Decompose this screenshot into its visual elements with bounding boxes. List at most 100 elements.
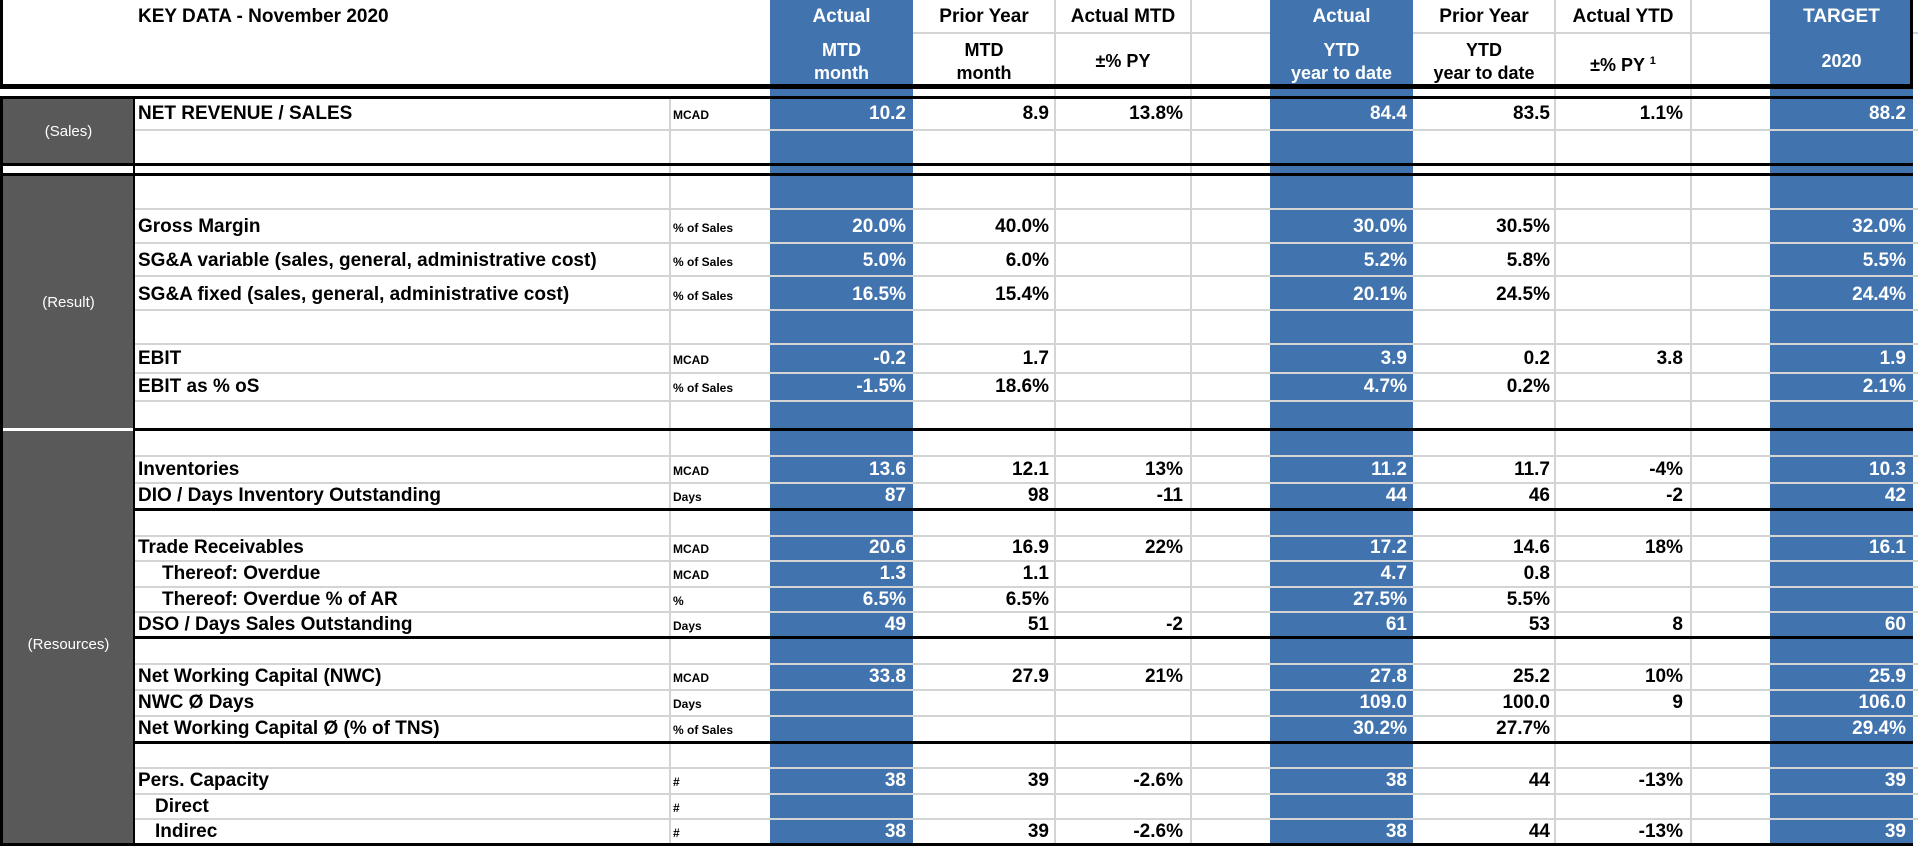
value-py-mtd: 39 xyxy=(1027,821,1049,842)
value-actual-ytd: 109.0 xyxy=(1359,692,1407,713)
header-target: TARGET 2020 xyxy=(1770,5,1913,73)
gridline xyxy=(1690,0,1692,846)
gridline xyxy=(133,275,1918,277)
row-label: NET REVENUE / SALES xyxy=(138,103,353,124)
gridline xyxy=(133,309,1918,311)
header-line: Actual MTD xyxy=(1070,6,1176,27)
gridline xyxy=(133,482,1918,484)
value-mtd-delta: 22% xyxy=(1144,537,1183,558)
value-py-mtd: 40.0% xyxy=(995,216,1049,237)
value-py-mtd: 39 xyxy=(1027,770,1049,791)
value-actual-ytd: 84.4 xyxy=(1370,103,1407,124)
table-row-nwc: Net Working Capital (NWC) MCAD 33.8 27.9… xyxy=(0,664,1918,690)
header-line: YTD xyxy=(1323,40,1360,60)
row-label: Indirec xyxy=(155,821,218,842)
value-py-mtd: 16.9 xyxy=(1012,537,1049,558)
value-py-ytd: 5.5% xyxy=(1506,589,1550,610)
table-row-direct: Direct # xyxy=(0,794,1918,820)
header-py-mtd: Prior Year MTD month xyxy=(913,5,1055,85)
actual-ytd-column xyxy=(1270,0,1413,846)
value-mtd-delta: 21% xyxy=(1144,666,1183,687)
header-line: Actual YTD xyxy=(1572,6,1674,27)
header-line: MTD xyxy=(822,40,861,60)
section-border xyxy=(0,163,1913,166)
value-target: 39 xyxy=(1884,770,1906,791)
section-resources: (Resources) xyxy=(3,431,134,843)
row-label: SG&A variable (sales, general, administr… xyxy=(138,250,597,271)
value-ytd-delta: -13% xyxy=(1638,770,1683,791)
table-row-nwc-days: NWC Ø Days Days 109.0 100.0 9 106.0 xyxy=(0,690,1918,716)
value-mtd-delta: -2.6% xyxy=(1133,821,1183,842)
value-target: 39 xyxy=(1884,821,1906,842)
header-line: ±% PY 1 xyxy=(1555,50,1691,77)
table-row-net-revenue: NET REVENUE / SALES MCAD 10.2 8.9 13.8% … xyxy=(0,101,1918,127)
gridline xyxy=(133,663,1918,665)
value-ytd-delta: 9 xyxy=(1672,692,1683,713)
gridline xyxy=(133,793,1918,795)
value-actual-ytd: 4.7% xyxy=(1363,376,1407,397)
section-border xyxy=(133,428,1913,431)
row-unit: # xyxy=(673,775,680,789)
gridline xyxy=(133,715,1918,717)
value-target: 25.9 xyxy=(1869,666,1906,687)
header-py-ytd: Prior Year YTD year to date xyxy=(1413,5,1555,85)
gridline xyxy=(133,455,1918,457)
value-py-mtd: 18.6% xyxy=(995,376,1049,397)
value-ytd-delta: -2 xyxy=(1666,485,1683,506)
value-actual-ytd: 27.8 xyxy=(1370,666,1407,687)
row-label: Thereof: Overdue xyxy=(162,563,321,584)
value-py-ytd: 0.8 xyxy=(1523,563,1550,584)
table-row-pers-capacity: Pers. Capacity # 38 39 -2.6% 38 44 -13% … xyxy=(0,768,1918,794)
footnote-marker: 1 xyxy=(1649,55,1656,67)
value-actual-mtd: 20.6 xyxy=(869,537,906,558)
gridline xyxy=(133,767,1918,769)
row-label: Inventories xyxy=(138,459,240,480)
table-row-sga-fixed: SG&A fixed (sales, general, administrati… xyxy=(0,282,1918,308)
gridline xyxy=(1913,32,1918,34)
value-actual-ytd: 38 xyxy=(1385,821,1407,842)
row-unit: % of Sales xyxy=(673,381,734,395)
value-target: 24.4% xyxy=(1852,284,1906,305)
value-actual-ytd: 44 xyxy=(1385,485,1407,506)
value-actual-ytd: 38 xyxy=(1385,770,1407,791)
table-row-indirect: Indirec # 38 39 -2.6% 38 44 -13% 39 xyxy=(0,819,1918,845)
row-unit: MCAD xyxy=(673,353,709,367)
value-ytd-delta: 10% xyxy=(1644,666,1683,687)
value-actual-mtd: -0.2 xyxy=(873,348,906,369)
value-actual-ytd: 30.0% xyxy=(1353,216,1407,237)
header-line: 2020 xyxy=(1821,51,1862,71)
value-py-mtd: 98 xyxy=(1027,485,1049,506)
table-row-ebit-pct: EBIT as % oS % of Sales -1.5% 18.6% 4.7%… xyxy=(0,374,1918,400)
row-label: Thereof: Overdue % of AR xyxy=(162,589,398,610)
table-row-overdue-pct: Thereof: Overdue % of AR % 6.5% 6.5% 27.… xyxy=(0,587,1918,613)
value-mtd-delta: 13.8% xyxy=(1129,103,1183,124)
row-unit: MCAD xyxy=(673,568,709,582)
value-mtd-delta: -2.6% xyxy=(1133,770,1183,791)
row-label: DSO / Days Sales Outstanding xyxy=(138,614,413,635)
value-py-ytd: 46 xyxy=(1528,485,1550,506)
gridline xyxy=(669,97,671,846)
value-mtd-delta: 13% xyxy=(1144,459,1183,480)
row-label: Pers. Capacity xyxy=(138,770,269,791)
value-target: 16.1 xyxy=(1869,537,1906,558)
table-row-overdue: Thereof: Overdue MCAD 1.3 1.1 4.7 0.8 xyxy=(0,561,1918,587)
value-py-ytd: 11.7 xyxy=(1514,459,1550,480)
header-line: ±% PY xyxy=(1095,51,1151,71)
value-py-ytd: 0.2 xyxy=(1523,348,1550,369)
value-py-ytd: 25.2 xyxy=(1513,666,1550,687)
gridline xyxy=(133,129,1918,131)
row-unit: MCAD xyxy=(673,108,709,122)
row-label: NWC Ø Days xyxy=(138,692,255,713)
actual-mtd-column xyxy=(770,0,913,846)
header-box xyxy=(0,0,1913,87)
value-py-mtd: 15.4% xyxy=(995,284,1049,305)
row-unit: # xyxy=(673,826,680,840)
value-actual-ytd: 4.7 xyxy=(1380,563,1407,584)
table-row-inventories: Inventories MCAD 13.6 12.1 13% 11.2 11.7… xyxy=(0,457,1918,483)
row-label: DIO / Days Inventory Outstanding xyxy=(138,485,441,506)
row-unit: MCAD xyxy=(673,671,709,685)
value-ytd-delta: 1.1% xyxy=(1639,103,1683,124)
section-result: (Result) xyxy=(3,176,134,428)
table-row-trade-receivables: Trade Receivables MCAD 20.6 16.9 22% 17.… xyxy=(0,535,1918,561)
header-actual-mtd: Actual MTD month xyxy=(770,5,913,85)
